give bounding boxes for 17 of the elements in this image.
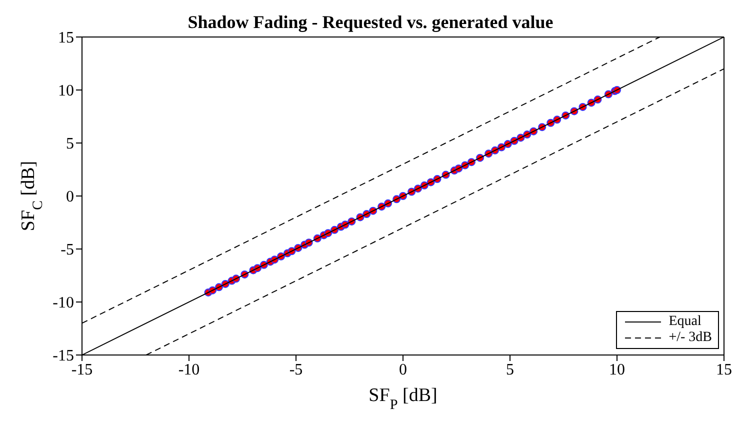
x-tick-label: 0 [399,361,407,378]
legend-label: Equal [668,314,702,330]
x-tick-label: -5 [289,361,303,378]
y-tick-label: 15 [58,30,74,47]
x-tick-label: 15 [716,361,732,378]
y-tick-label: 5 [66,136,74,153]
y-tick-label: -5 [60,242,74,259]
x-tick-label: -10 [178,361,200,378]
y-tick-label: -10 [52,294,74,312]
y-tick-label: 0 [66,188,74,206]
legend-label: +/- 3dB [668,330,712,346]
x-tick-label: 5 [506,361,514,378]
y-tick-label: -15 [52,348,74,365]
x-axis-title: SF$_{P}$ [dB] [368,385,438,413]
chart-title: Shadow Fading - Requested vs. generated value [188,12,554,32]
y-tick-label: 10 [58,82,74,100]
x-tick-label: 10 [609,361,625,378]
